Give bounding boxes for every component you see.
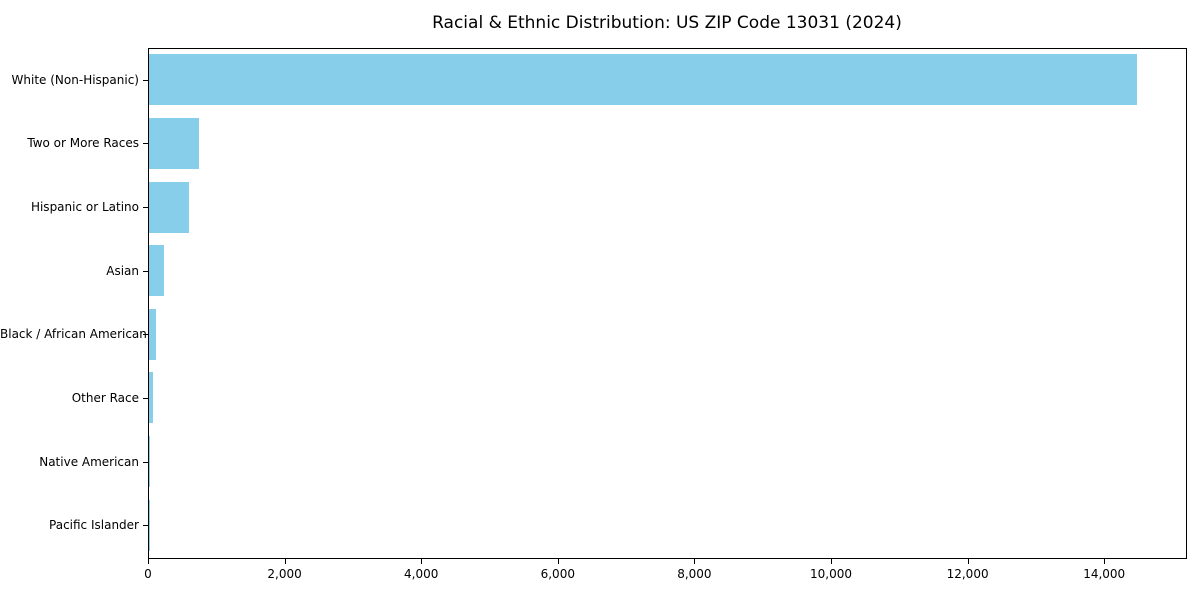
x-tick-label: 14,000 [1083, 567, 1126, 581]
x-tick-label: 6,000 [540, 567, 575, 581]
y-tick-mark [143, 462, 148, 463]
x-tick-mark [831, 559, 832, 564]
y-tick-mark [143, 143, 148, 144]
y-tick-mark [143, 80, 148, 81]
x-tick-mark [148, 559, 149, 564]
y-tick-label: Asian [106, 263, 139, 278]
y-tick-label: Other Race [71, 390, 139, 405]
y-tick-label: Hispanic or Latino [30, 200, 139, 215]
x-tick-mark [558, 559, 559, 564]
x-tick-mark [285, 559, 286, 564]
bar [149, 181, 189, 233]
chart-title: Racial & Ethnic Distribution: US ZIP Cod… [432, 13, 902, 33]
y-tick-mark [143, 525, 148, 526]
bar [149, 54, 1137, 106]
y-tick-label: Pacific Islander [49, 518, 139, 533]
bar [149, 436, 151, 487]
y-tick-label: Native American [39, 454, 139, 469]
x-tick-mark [421, 559, 422, 564]
x-tick-label: 12,000 [946, 567, 989, 581]
x-tick-mark [1104, 559, 1105, 564]
bar [149, 117, 199, 169]
y-tick-label: White (Non-Hispanic) [11, 72, 139, 87]
x-tick-label: 10,000 [810, 567, 852, 581]
y-tick-mark [143, 271, 148, 272]
x-tick-mark [694, 559, 695, 564]
x-tick-mark [968, 559, 969, 564]
x-tick-label: 4,000 [404, 567, 439, 581]
y-tick-label: Black / African American [0, 327, 147, 342]
bar [149, 308, 156, 360]
y-tick-mark [143, 334, 148, 335]
x-tick-label: 0 [144, 567, 152, 581]
bar [149, 245, 165, 297]
y-tick-mark [143, 207, 148, 208]
plot-area [148, 48, 1187, 559]
x-tick-label: 2,000 [267, 567, 302, 581]
y-tick-mark [143, 398, 148, 399]
y-tick-label: Two or More Races [27, 136, 139, 151]
bar [149, 372, 153, 424]
x-tick-label: 8,000 [677, 567, 712, 581]
